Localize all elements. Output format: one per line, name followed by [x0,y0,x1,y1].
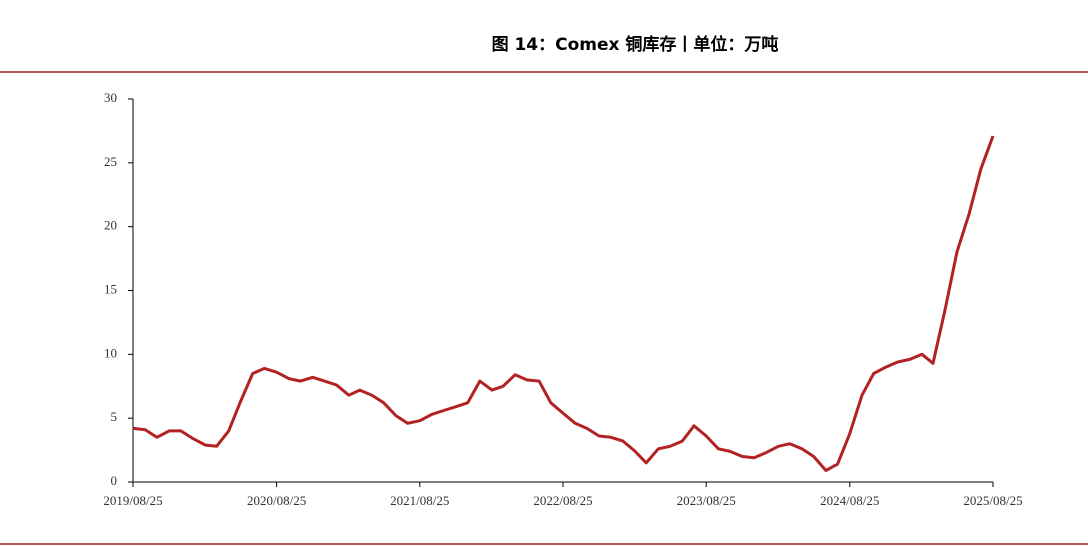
x-tick-label: 2021/08/25 [390,493,449,508]
y-tick-label: 25 [104,154,117,169]
x-tick-label: 2025/08/25 [963,493,1022,508]
x-tick-label: 2019/08/25 [103,493,162,508]
x-tick-label: 2023/08/25 [677,493,736,508]
series-line [132,135,995,472]
x-tick-label: 2024/08/25 [820,493,879,508]
y-tick-label: 30 [104,90,117,105]
y-tick-label: 15 [104,281,117,296]
x-tick-label: 2022/08/25 [533,493,592,508]
y-tick-label: 20 [104,218,117,233]
chart-title: 图 14：Comex 铜库存丨单位：万吨 [492,34,779,55]
y-tick-label: 10 [104,345,117,360]
y-tick-label: 5 [111,409,118,424]
x-tick-label: 2020/08/25 [247,493,306,508]
y-tick-label: 0 [111,473,118,488]
